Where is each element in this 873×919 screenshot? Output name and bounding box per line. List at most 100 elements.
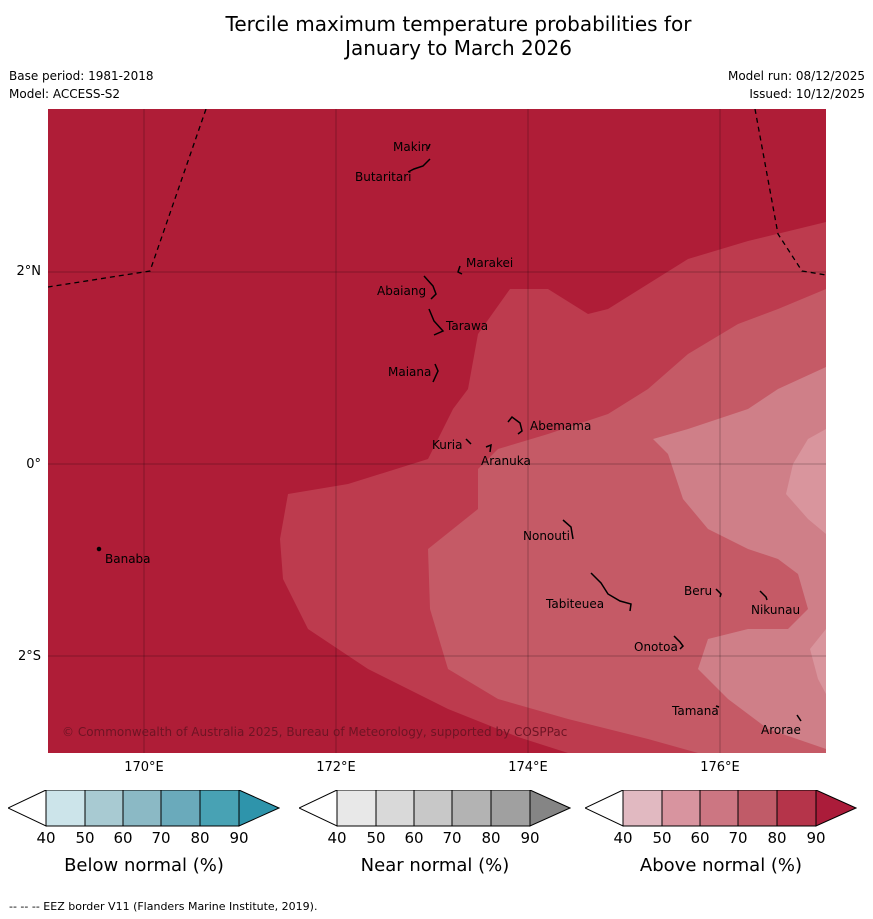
tick-near-40: 40: [327, 829, 347, 847]
cbar-below-80: [199, 790, 240, 827]
tick-near-70: 70: [442, 829, 462, 847]
cbar-below-70: [160, 790, 201, 827]
cbar-above-40: [622, 790, 663, 827]
colorbar-near-title: Near normal (%): [360, 855, 510, 876]
copyright-notice: © Commonwealth of Australia 2025, Bureau…: [62, 725, 568, 739]
cbar-near-40: [336, 790, 377, 827]
eez-borders: [48, 109, 826, 288]
cbar-near-low: [299, 790, 338, 827]
issued-date: Issued: 10/12/2025: [749, 87, 865, 101]
tick-below-90: 90: [229, 829, 249, 847]
cbar-above-60: [699, 790, 739, 827]
tick-above-80: 80: [767, 829, 787, 847]
tarawa-shape: [428, 308, 445, 336]
colorbar-below-title: Below normal (%): [64, 855, 224, 876]
region-60: [653, 367, 826, 749]
cbar-above-high: [815, 790, 857, 827]
meta-left: Base period: 1981-2018 Model: ACCESS-S2: [9, 69, 154, 105]
chart-title: Tercile maximum temperature probabilitie…: [0, 12, 873, 60]
tick-near-90: 90: [520, 829, 540, 847]
arorae-shape: [796, 714, 802, 722]
eez-footer-note: -- -- -- EEZ border V11 (Flanders Marine…: [9, 900, 318, 913]
label-butaritari: Butaritari: [355, 170, 412, 184]
label-tamana: Tamana: [672, 704, 719, 718]
region-50: [786, 429, 826, 534]
title-line-1: Tercile maximum temperature probabilitie…: [225, 12, 692, 36]
label-marakei: Marakei: [466, 256, 514, 270]
region-50b: [810, 629, 826, 694]
kuria-shape: [465, 438, 472, 445]
island-shapes: [96, 143, 802, 722]
cbar-near-50: [375, 790, 415, 827]
beru-shape: [715, 588, 722, 598]
tick-above-50: 50: [652, 829, 672, 847]
lon-label-172e: 172°E: [316, 760, 356, 775]
abemama-shape: [507, 415, 523, 435]
tick-above-60: 60: [690, 829, 710, 847]
cbar-above-70: [737, 790, 778, 827]
label-arorae: Arorae: [761, 723, 801, 737]
tick-above-70: 70: [728, 829, 748, 847]
cbar-near-70: [451, 790, 492, 827]
map-svg: [48, 109, 826, 753]
tick-above-90: 90: [806, 829, 826, 847]
lon-label-176e: 176°E: [700, 760, 740, 775]
colorbar-above: [585, 790, 857, 827]
tick-above-40: 40: [613, 829, 633, 847]
lat-label-2n: 2°N: [16, 264, 42, 279]
model-name: Model: ACCESS-S2: [9, 87, 121, 101]
grid: [48, 109, 826, 753]
nikunau-shape: [759, 590, 768, 601]
colorbar-above-title: Above normal (%): [639, 855, 803, 876]
colorbar-near: [299, 790, 571, 827]
cbar-near-60: [413, 790, 453, 827]
cbar-above-low: [585, 790, 624, 827]
tick-below-50: 50: [75, 829, 95, 847]
meta-right: Model run: 08/12/2025 Issued: 10/12/2025: [728, 69, 865, 105]
cbar-below-60: [122, 790, 162, 827]
base-period: Base period: 1981-2018: [9, 69, 154, 83]
banaba-shape: [96, 546, 102, 552]
tick-below-40: 40: [36, 829, 56, 847]
label-banaba: Banaba: [105, 552, 151, 566]
cbar-below-low: [8, 790, 47, 827]
cbar-above-50: [661, 790, 701, 827]
lat-label-2s: 2°S: [17, 649, 41, 664]
cbar-near-80: [490, 790, 531, 827]
forecast-map[interactable]: Makin Butaritari Marakei Abaiang Tarawa …: [48, 109, 826, 753]
tamana-shape: [715, 705, 720, 708]
label-tarawa: Tarawa: [446, 319, 489, 333]
label-kuria: Kuria: [432, 438, 463, 452]
cbar-below-40: [45, 790, 86, 827]
lon-label-170e: 170°E: [124, 760, 164, 775]
label-nikunau: Nikunau: [751, 603, 801, 617]
title-line-2: January to March 2026: [345, 36, 572, 60]
label-maiana: Maiana: [388, 365, 432, 379]
label-tabiteuea: Tabiteuea: [546, 597, 605, 611]
onotoa-shape: [673, 635, 684, 650]
butaritari-shape: [407, 158, 431, 173]
eez-border-east: [754, 109, 826, 276]
maiana-shape: [432, 363, 439, 383]
nonouti-shape: [562, 519, 574, 540]
label-beru: Beru: [684, 584, 713, 598]
aranuka-shape: [485, 443, 492, 453]
tick-near-80: 80: [481, 829, 501, 847]
marakei-shape: [457, 265, 463, 275]
cbar-below-50: [84, 790, 124, 827]
tick-near-60: 60: [404, 829, 424, 847]
label-aranuka: Aranuka: [481, 454, 531, 468]
lat-label-0: 0°: [26, 457, 41, 472]
label-onotoa: Onotoa: [634, 640, 678, 654]
abaiang-shape: [423, 275, 437, 300]
tick-below-60: 60: [113, 829, 133, 847]
cbar-above-80: [776, 790, 817, 827]
label-nonouti: Nonouti: [523, 529, 570, 543]
eez-border-west: [48, 109, 207, 288]
lon-label-174e: 174°E: [508, 760, 548, 775]
makin-shape: [427, 143, 431, 150]
tick-near-50: 50: [366, 829, 386, 847]
cbar-near-high: [529, 790, 571, 827]
model-run: Model run: 08/12/2025: [727, 69, 865, 83]
tabiteuea-shape: [590, 572, 632, 612]
